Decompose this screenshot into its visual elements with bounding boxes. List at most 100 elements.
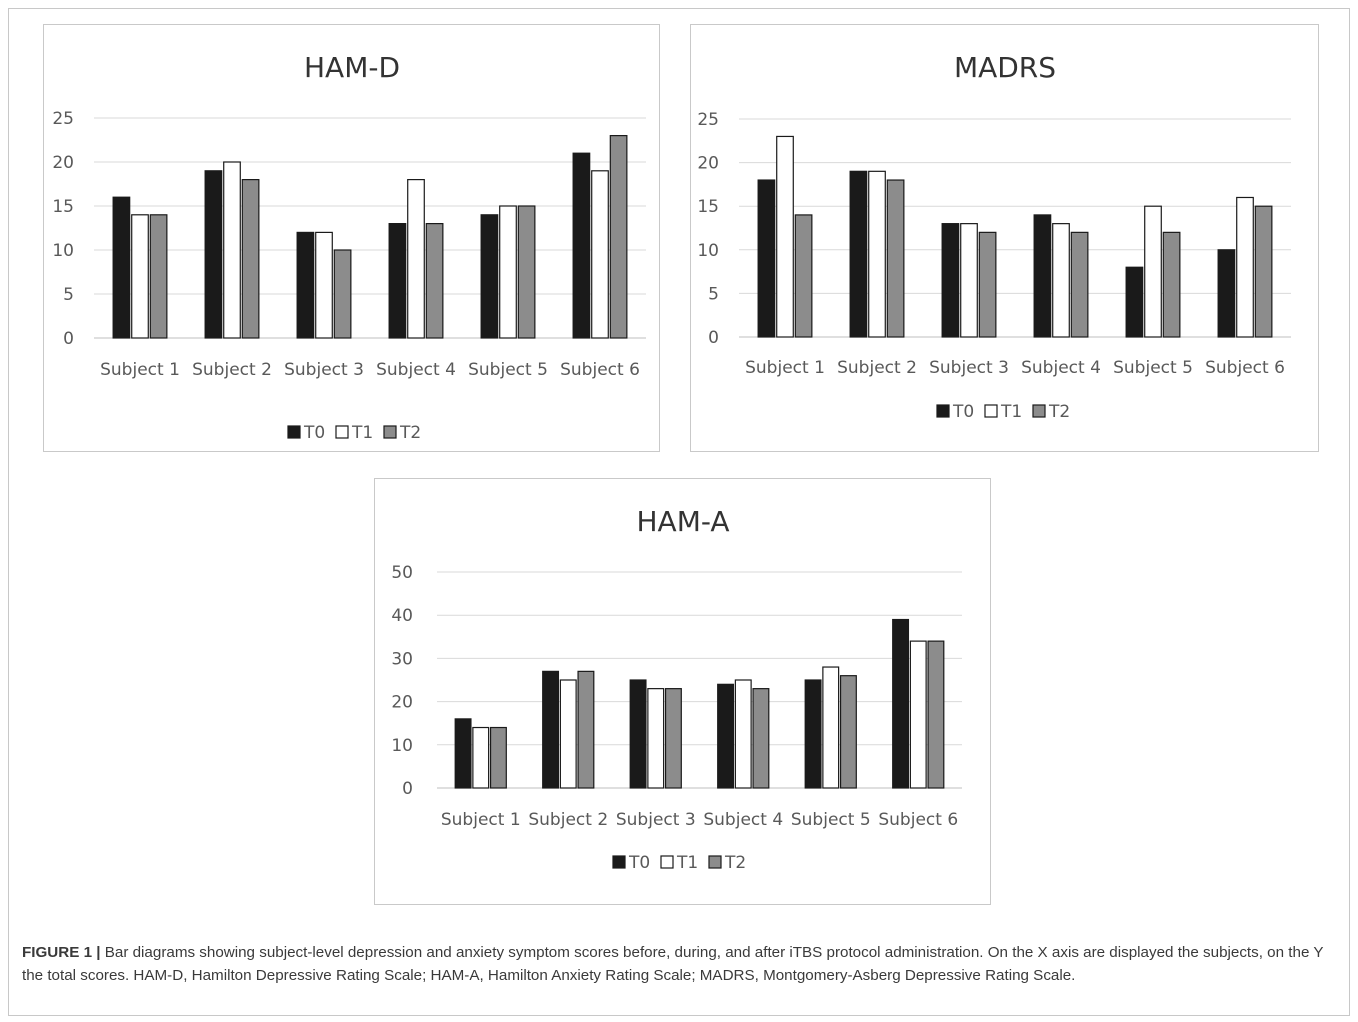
x-category-label-ham-d-subject-2: Subject 2 [192,360,272,380]
chart-panel-ham-d: HAM-D 0 5 10 15 20 25 Subject 1 Subject 2 Subject… [43,24,660,452]
x-category-label-madrs-subject-5: Subject 5 [1113,358,1193,378]
chart-svg-ham-a: HAM-A 0 10 20 30 40 50 Subject 1 Subject 2 Subjec… [391,505,962,873]
x-category-label-madrs-subject-3: Subject 3 [929,358,1009,378]
bar-ham-a-subject-5-t1 [822,666,840,789]
x-category-label-ham-a-subject-4: Subject 4 [703,810,783,830]
bar-ham-d-subject-6-t1 [591,170,609,339]
y-tick-label-madrs-10: 10 [697,241,719,261]
bar-madrs-subject-2-t0 [849,170,868,338]
chart-svg-ham-d: HAM-D 0 5 10 15 20 25 Subject 1 Subject 2 Subject… [52,51,646,443]
bar-madrs-subject-3-t1 [960,223,978,338]
x-category-label-ham-a-subject-1: Subject 1 [441,810,521,830]
y-tick-label-ham-a-40: 40 [391,606,413,626]
bar-ham-d-subject-1-t0 [112,196,131,339]
bar-madrs-subject-5-t2 [1162,231,1181,338]
x-category-label-ham-d-subject-6: Subject 6 [560,360,640,380]
bar-ham-d-subject-5-t2 [517,205,536,339]
bar-ham-d-subject-1-t1 [131,214,149,339]
legend-swatch-ham-d-t0 [287,425,301,439]
legend-label-ham-d-t0: T0 [303,423,325,443]
bar-madrs-subject-4-t1 [1052,223,1070,338]
y-tick-label-ham-d-10: 10 [52,241,74,261]
chart-title-ham-d: HAM-D [304,51,400,84]
y-tick-label-madrs-5: 5 [708,284,719,304]
x-category-label-ham-a-subject-5: Subject 5 [791,810,871,830]
bar-ham-a-subject-6-t1 [909,640,927,789]
y-tick-label-madrs-20: 20 [697,154,719,174]
bar-ham-d-subject-2-t2 [241,179,260,339]
bar-ham-a-subject-1-t2 [489,726,507,789]
x-category-label-ham-a-subject-6: Subject 6 [878,810,958,830]
y-tick-label-ham-a-20: 20 [391,693,413,713]
bar-ham-a-subject-5-t0 [804,679,822,789]
bar-madrs-subject-5-t0 [1125,266,1144,338]
bar-ham-a-subject-4-t2 [752,688,770,789]
legend-swatch-madrs-t2 [1032,404,1046,418]
bar-ham-a-subject-1-t0 [454,718,472,789]
y-tick-label-madrs-15: 15 [697,197,719,217]
x-category-label-ham-d-subject-3: Subject 3 [284,360,364,380]
legend-swatch-ham-a-t2 [708,855,722,869]
bar-ham-d-subject-4-t1 [407,179,425,339]
bar-ham-a-subject-5-t2 [839,675,857,789]
legend-swatch-ham-a-t1 [660,855,674,869]
chart-svg-madrs: MADRS 0 5 10 15 20 25 Subject 1 Subject 2 Subject… [697,51,1291,422]
bar-ham-d-subject-4-t2 [425,223,444,339]
bar-madrs-subject-6-t1 [1236,196,1254,338]
x-category-label-madrs-subject-1: Subject 1 [745,358,825,378]
bar-ham-a-subject-2-t2 [577,670,595,789]
y-tick-label-ham-a-0: 0 [402,779,413,799]
bar-ham-d-subject-5-t0 [480,214,499,339]
bar-ham-d-subject-4-t0 [388,223,407,339]
caption-text: Bar diagrams showing subject-level depre… [22,944,1324,984]
x-category-label-madrs-subject-2: Subject 2 [837,358,917,378]
y-tick-label-ham-d-25: 25 [52,109,74,129]
legend-swatch-ham-a-t0 [612,855,626,869]
bar-madrs-subject-2-t1 [868,170,886,338]
bar-ham-d-subject-3-t1 [315,231,333,339]
bar-ham-d-subject-1-t2 [149,214,168,339]
bar-madrs-subject-5-t1 [1144,205,1162,338]
bar-ham-d-subject-6-t2 [609,134,628,339]
y-tick-label-madrs-0: 0 [708,328,719,348]
caption-label: FIGURE 1 | [22,944,101,961]
legend-label-ham-a-t2: T2 [724,853,746,873]
y-tick-label-ham-d-5: 5 [63,285,74,305]
bar-ham-d-subject-5-t1 [499,205,517,339]
legend-label-madrs-t1: T1 [1000,402,1022,422]
legend-label-ham-a-t0: T0 [628,853,650,873]
legend-swatch-ham-d-t2 [383,425,397,439]
bar-ham-a-subject-2-t1 [559,679,577,789]
y-tick-label-ham-d-15: 15 [52,197,74,217]
bar-madrs-subject-3-t0 [941,223,960,338]
bar-madrs-subject-6-t0 [1217,249,1236,338]
figure-caption: FIGURE 1 | Bar diagrams showing subject-… [22,942,1338,987]
x-category-label-madrs-subject-6: Subject 6 [1205,358,1285,378]
y-tick-label-ham-d-0: 0 [63,329,74,349]
bar-ham-a-subject-4-t1 [734,679,752,789]
y-tick-label-ham-d-20: 20 [52,153,74,173]
bar-madrs-subject-1-t2 [794,214,813,338]
bar-madrs-subject-4-t2 [1070,231,1089,338]
legend-label-madrs-t0: T0 [952,402,974,422]
x-category-label-ham-d-subject-4: Subject 4 [376,360,456,380]
x-category-label-ham-d-subject-1: Subject 1 [100,360,180,380]
x-category-label-ham-a-subject-3: Subject 3 [616,810,696,830]
bar-ham-d-subject-2-t0 [204,170,223,339]
bar-ham-a-subject-6-t2 [927,640,945,789]
figure-frame [8,8,1350,1016]
legend-swatch-madrs-t1 [984,404,998,418]
x-category-label-ham-d-subject-5: Subject 5 [468,360,548,380]
bar-ham-d-subject-2-t1 [223,161,241,339]
bar-ham-a-subject-3-t1 [647,688,665,789]
x-category-label-ham-a-subject-2: Subject 2 [528,810,608,830]
bar-ham-a-subject-3-t0 [629,679,647,789]
bar-ham-a-subject-2-t0 [542,670,560,789]
chart-panel-madrs: MADRS 0 5 10 15 20 25 Subject 1 Subject 2 Subject… [690,24,1319,452]
legend-swatch-ham-d-t1 [335,425,349,439]
bar-ham-a-subject-6-t0 [892,618,910,789]
y-tick-label-ham-a-50: 50 [391,563,413,583]
bar-ham-d-subject-3-t2 [333,249,352,339]
chart-title-ham-a: HAM-A [636,505,729,538]
bar-ham-a-subject-4-t0 [717,683,735,789]
